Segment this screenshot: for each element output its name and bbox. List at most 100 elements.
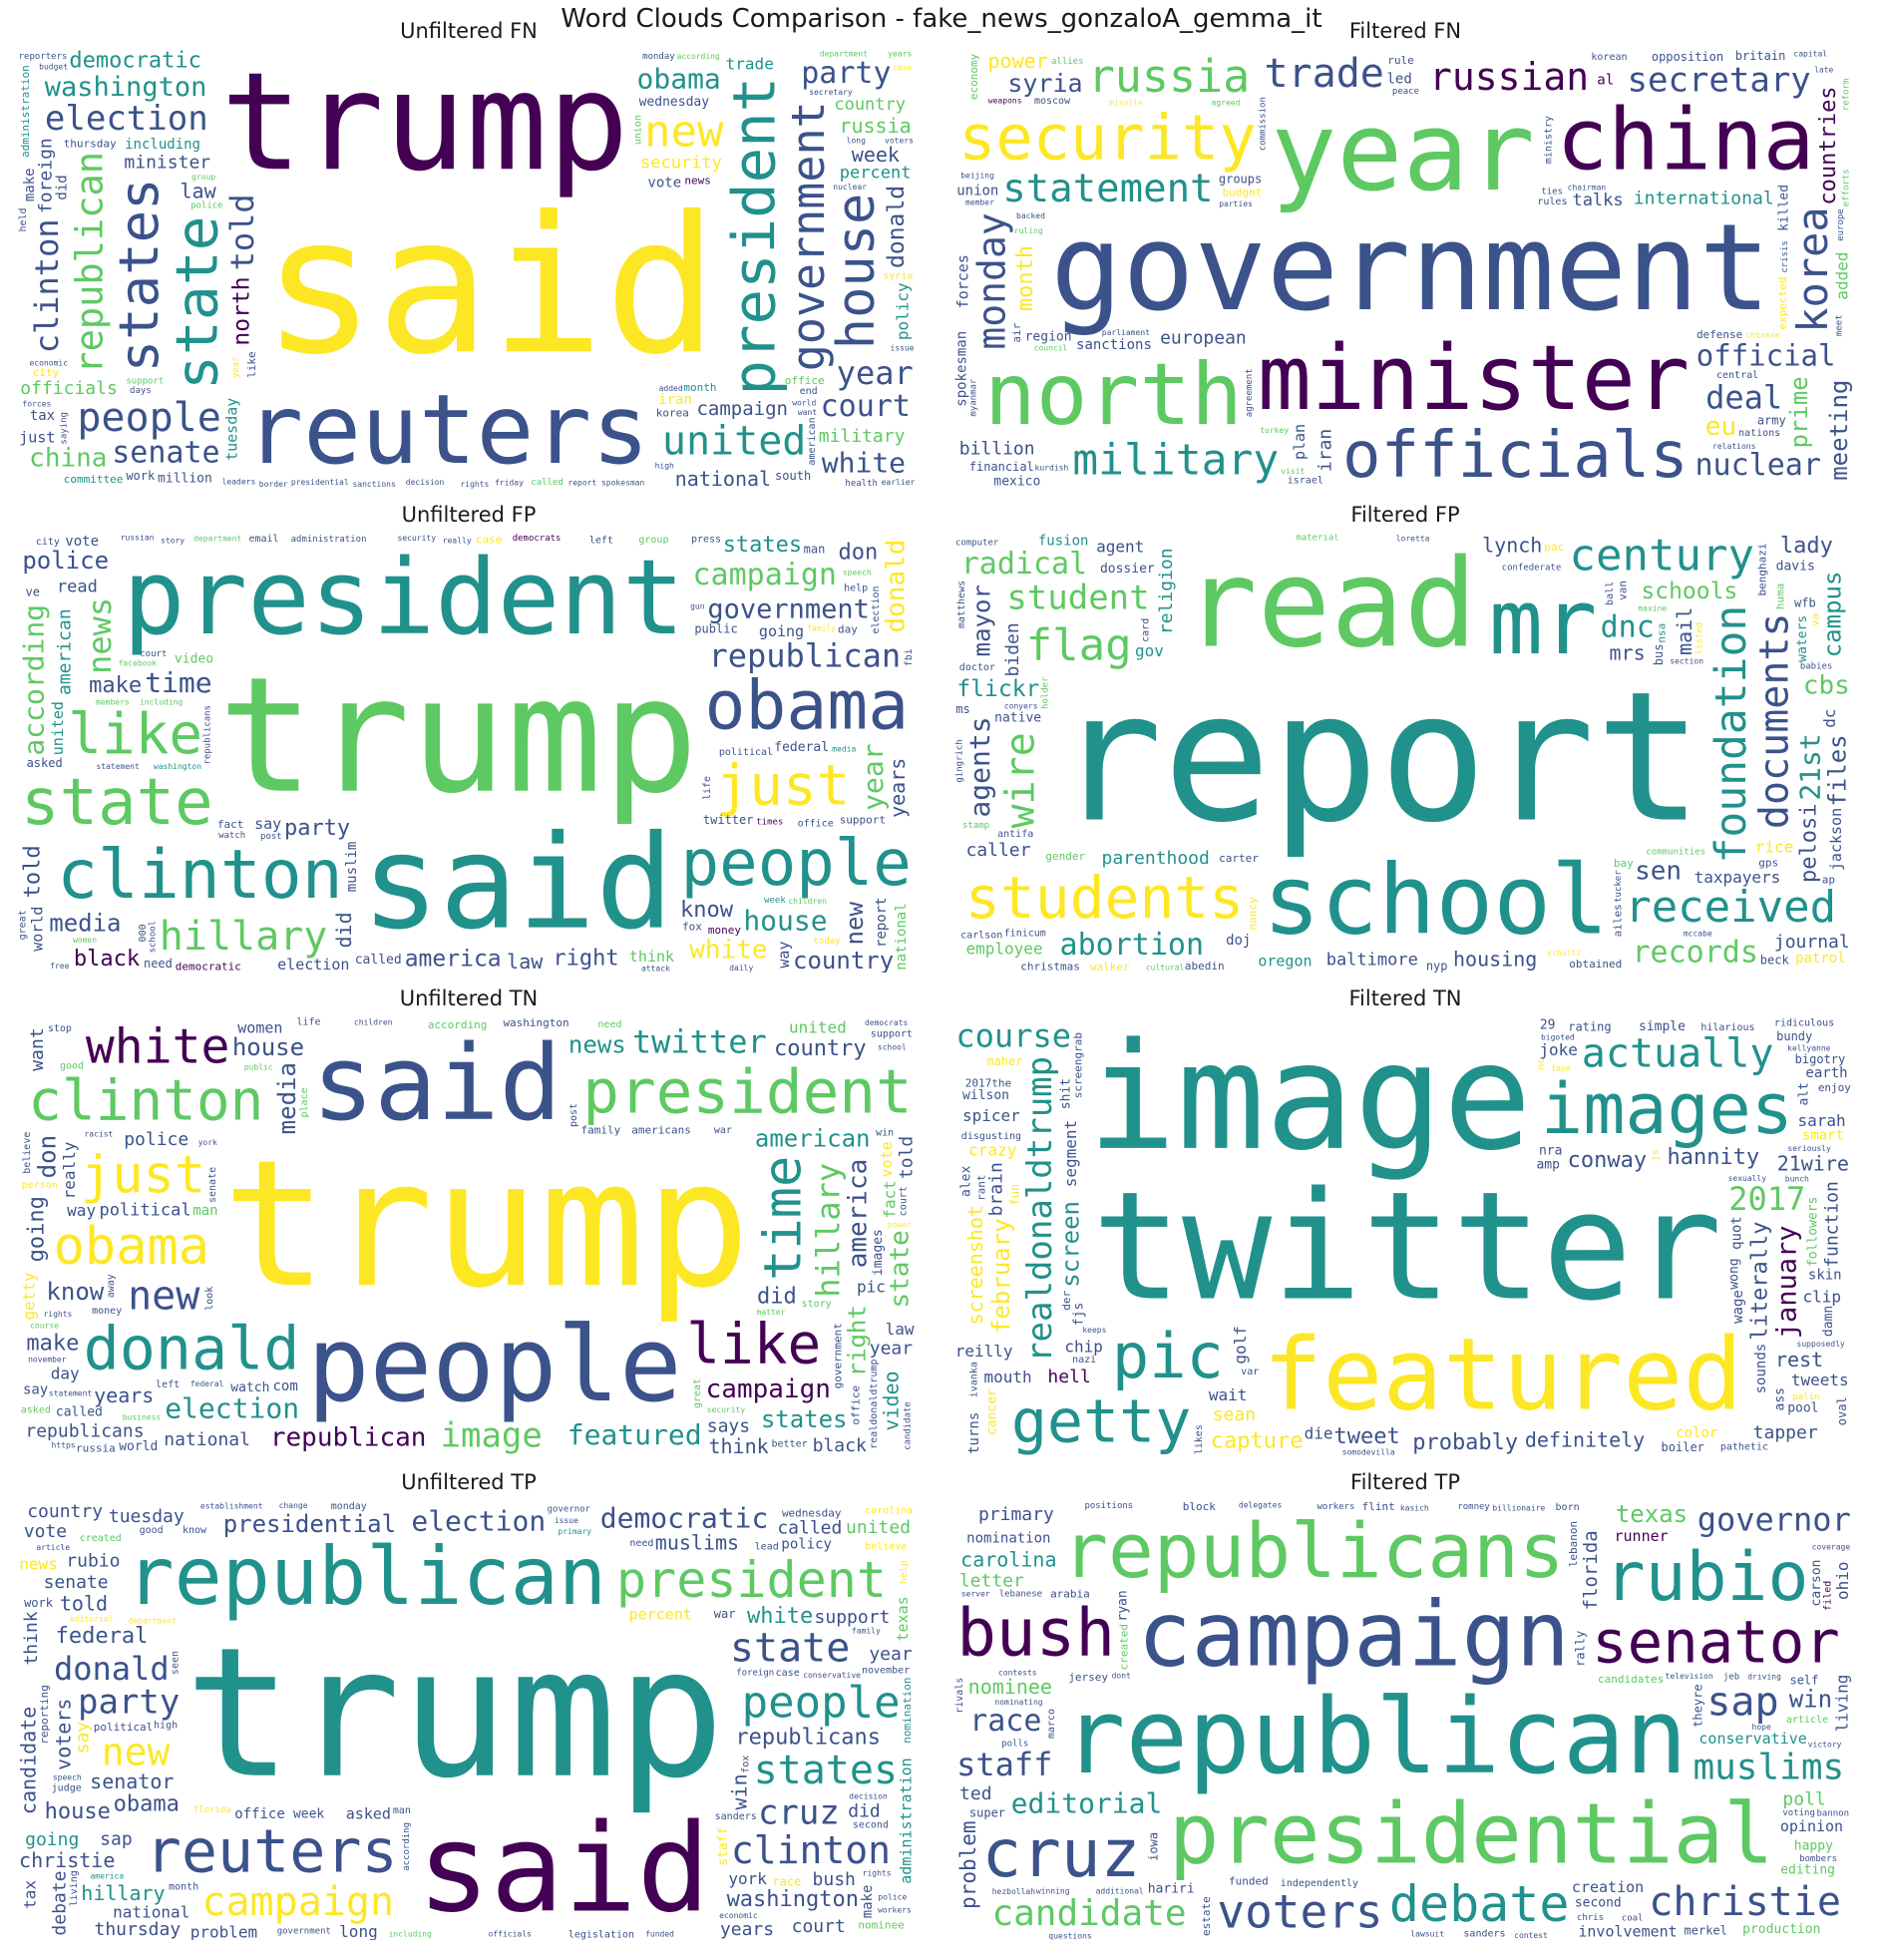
word-var: var [1241,1367,1259,1377]
panel-unfiltered-tn: Unfiltered TN trump people said president do… [5,983,933,1459]
word-left: left [589,535,613,546]
word-man: man [804,542,826,556]
word-state: state [885,1230,915,1308]
word-public: public [244,1062,273,1071]
word-going: going [24,1196,49,1262]
word-rally: rally [1573,1631,1587,1667]
word-week: week [852,143,900,167]
word-better: better [771,1439,807,1450]
word-friday: friday [495,478,524,487]
word-lebanese: lebanese [999,1589,1042,1599]
word-race: race [969,1704,1041,1739]
word-candidate: candidate [991,1893,1186,1934]
word-case: case [776,1668,800,1679]
word-featured: featured [1263,1317,1743,1433]
word-christmas: christmas [1020,961,1080,973]
word-security: security [640,154,722,174]
word-international: international [1634,189,1774,209]
word-korea: korea [656,406,689,419]
word-sarah: sarah [1797,1111,1845,1130]
word-nuclear: nuclear [1695,448,1820,483]
word-fun: fun [1008,1184,1022,1206]
word-deal: deal [1705,378,1782,416]
word-policy: policy [781,1537,832,1553]
word-myanmar: myanmar [968,378,978,417]
word-mouth: mouth [984,1368,1032,1386]
word-earth: earth [1805,1065,1847,1081]
word-voters: voters [885,136,914,145]
word-pelosi: pelosi [1796,803,1821,882]
word-campaign: campaign [692,558,837,592]
word-sanders: sanders [1463,1929,1505,1940]
word-campaign: campaign [201,1879,394,1925]
word-rule: rule [1387,54,1414,67]
word-court: court [140,649,167,659]
word-business: business [123,1412,162,1421]
word-nazi: nazi [1072,1355,1096,1366]
word-article: article [1786,1715,1828,1726]
word-carlson: carlson [960,931,1002,942]
word-hilarious: hilarious [1700,1022,1754,1033]
word-tapper: tapper [1753,1422,1818,1443]
word-national: national [894,903,910,970]
word-including: including [125,137,200,153]
word-coverage: coverage [1812,1543,1851,1552]
word-republican: republican [1063,1676,1688,1797]
word-month: month [683,381,716,394]
word-think: think [629,948,674,966]
word-bundy: bundy [1776,1029,1812,1043]
word-election: election [165,1392,299,1425]
word-united: united [662,419,807,465]
word-computer: computer [955,539,999,549]
word-according: according [428,1018,488,1031]
word-spicer: spicer [962,1106,1020,1125]
figure-title: Word Clouds Comparison - fake_news_gonza… [561,4,1322,34]
word-way: way [67,1201,96,1220]
word-trump: trump [218,642,699,829]
word-flint: flint [1362,1501,1395,1513]
word-second: second [1575,1895,1622,1910]
word-officials: officials [489,1929,533,1938]
word-states: states [761,1405,848,1433]
word-america: america [843,1159,873,1269]
word-hope: hope [1752,1723,1771,1732]
word-candidates: candidates [1598,1673,1664,1686]
word-statement: statement [1002,167,1213,211]
word-presidential: presidential [223,1510,396,1538]
word-sanctions: sanctions [352,480,396,489]
word-don: don [34,1135,62,1178]
word-case: case [476,534,503,547]
word-voters: voters [1217,1885,1382,1939]
word-children: children [788,897,827,906]
panel-filtered-fp: Filtered FP report read school mr foundation… [942,500,1869,976]
word-images: images [871,1229,886,1276]
word-senator: senator [1592,1608,1840,1677]
word-sexually: sexually [1728,1174,1767,1183]
word-time: time [145,666,211,699]
word-ruling: ruling [1014,226,1043,235]
word-creation: creation [1572,1878,1644,1896]
word-need: need [629,1538,653,1549]
word-trump: trump [220,50,628,201]
word-cbs: cbs [1803,670,1850,700]
word-realdonaldtrump: realdonaldtrump [869,1360,880,1449]
word-matter: matter [756,1308,785,1317]
word-like: like [686,1313,821,1377]
word-world: world [792,398,816,407]
word-told: told [20,845,45,898]
word-agreement: agreement [1245,368,1255,417]
word-did: did [848,1800,881,1821]
word-law: law [181,179,217,202]
word-republicans: republicans [25,1420,144,1441]
word-donald: donald [84,1315,300,1384]
word-help: help [844,584,868,594]
word-russian: russian [1429,55,1589,99]
word-way: way [775,942,793,969]
word-support: support [840,814,886,827]
word-years: years [888,50,912,59]
word-white: white [747,1604,813,1629]
word-jackson: jackson [1827,808,1845,871]
word-wednesday: wednesday [639,95,710,110]
word-ball: ball [1605,582,1616,605]
word-commission: commission [1258,97,1268,151]
